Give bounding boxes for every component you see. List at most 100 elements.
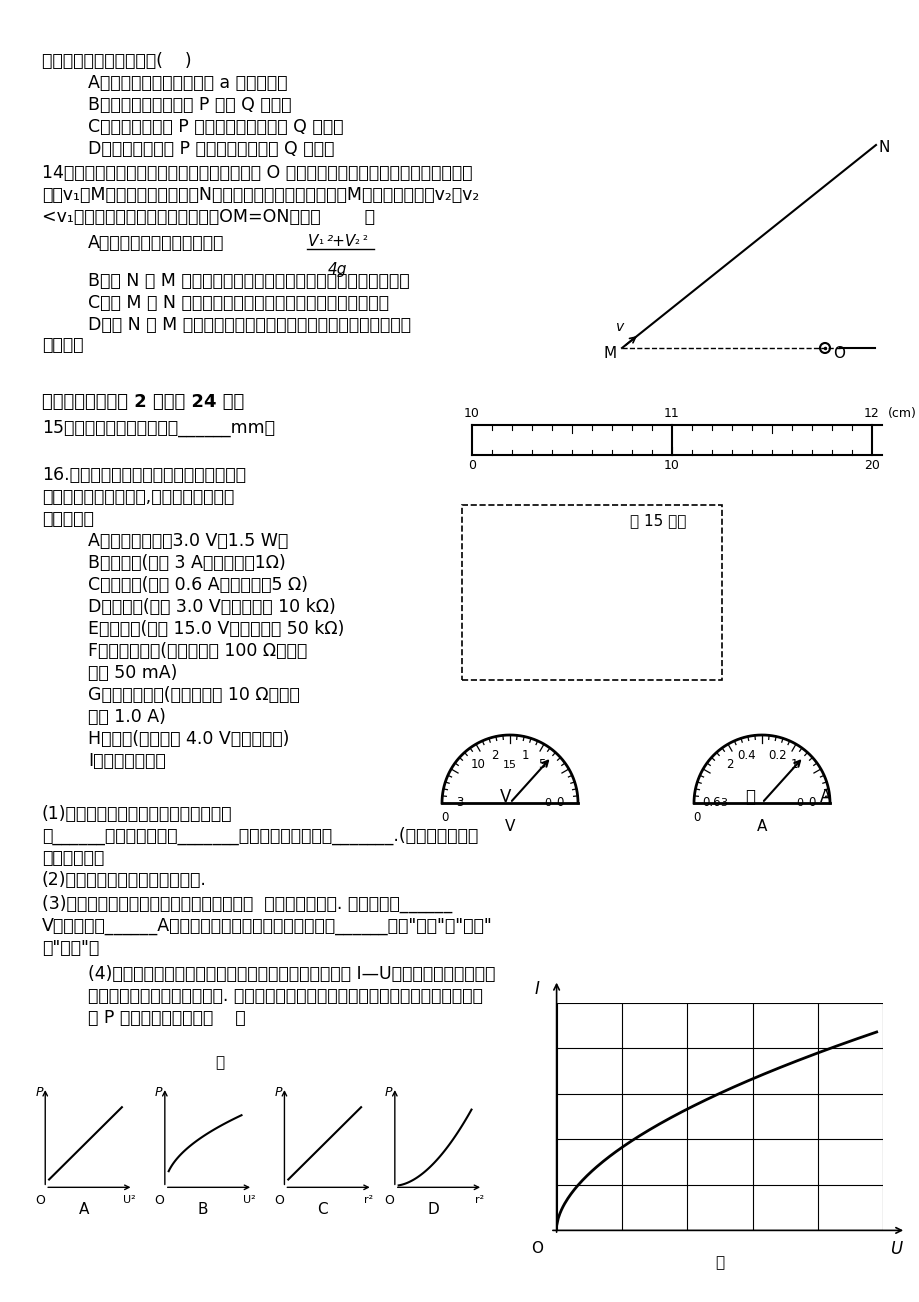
Text: C．电流表(量程 0.6 A，内阻约为5 Ω): C．电流表(量程 0.6 A，内阻约为5 Ω) [88, 575, 308, 594]
Text: O: O [35, 1194, 45, 1207]
Text: 材供选择：: 材供选择： [42, 510, 94, 529]
Text: D: D [426, 1202, 438, 1217]
Text: 0.4: 0.4 [736, 749, 755, 762]
Text: O: O [832, 346, 844, 361]
Text: G．滑动变阻器(最大阻值为 10 Ω，额定: G．滑动变阻器(最大阻值为 10 Ω，额定 [88, 686, 300, 704]
Text: P: P [274, 1086, 282, 1099]
Text: 14、如图所示，粗糙程度均匀的绝缘斜面下方 O 点处有一正点电荷，带负电的小物体以初: 14、如图所示，粗糙程度均匀的绝缘斜面下方 O 点处有一正点电荷，带负电的小物体… [42, 164, 472, 182]
Text: M: M [604, 346, 617, 361]
Text: A．待测小灯泡（3.0 V、1.5 W）: A．待测小灯泡（3.0 V、1.5 W） [88, 533, 288, 549]
Text: 三、填空题（每空 2 分，共 24 分）: 三、填空题（每空 2 分，共 24 分） [42, 393, 244, 411]
Text: 第 15 题图: 第 15 题图 [630, 513, 686, 529]
Text: U²: U² [123, 1195, 136, 1206]
Text: <v₁）。若小物体电荷量保持不变，OM=ON，则（        ）: <v₁）。若小物体电荷量保持不变，OM=ON，则（ ） [42, 208, 375, 227]
Text: V: V [505, 819, 515, 835]
Text: 10: 10 [463, 408, 480, 421]
Text: 1: 1 [789, 758, 797, 771]
Text: 11: 11 [664, 408, 679, 421]
Text: A．小物体上升的最大高度为: A．小物体上升的最大高度为 [88, 234, 224, 253]
Text: 15、图中游标卡尺的读数是______mm。: 15、图中游标卡尺的读数是______mm。 [42, 419, 275, 437]
Text: O: O [274, 1194, 284, 1207]
Text: 2: 2 [725, 758, 732, 771]
Text: 大后减小: 大后减小 [42, 336, 84, 354]
Text: ²+V: ²+V [325, 234, 355, 249]
Text: B: B [198, 1202, 209, 1217]
Text: U: U [890, 1240, 902, 1258]
Text: 0: 0 [441, 811, 448, 824]
Text: 15: 15 [503, 760, 516, 769]
Text: C: C [317, 1202, 328, 1217]
Text: 3: 3 [456, 797, 463, 810]
Text: r²: r² [364, 1195, 373, 1206]
Text: I．电键及导线等: I．电键及导线等 [88, 753, 165, 769]
Text: 0.2: 0.2 [767, 749, 786, 762]
Text: B．带电质点一定是从 P 点向 Q 点运动: B．带电质点一定是从 P 点向 Q 点运动 [88, 96, 291, 115]
Text: P: P [384, 1086, 392, 1099]
Text: 用______；电压表应选用_______；滑动变阻器应选用_______.(只需填器材前面: 用______；电压表应选用_______；滑动变阻器应选用_______.(只… [42, 827, 478, 845]
Text: 2: 2 [490, 749, 498, 762]
Text: 0: 0 [693, 811, 700, 824]
Text: 0: 0 [544, 798, 550, 809]
Text: O: O [530, 1241, 542, 1256]
Text: 4g: 4g [328, 262, 347, 277]
Text: (2)请在虚线框内画出实验电路图.: (2)请在虚线框内画出实验电路图. [42, 871, 207, 889]
Text: A: A [78, 1202, 88, 1217]
Text: 中 P 为小灯泡的功率）（    ）: 中 P 为小灯泡的功率）（ ） [88, 1009, 245, 1027]
Text: P: P [35, 1086, 43, 1099]
Text: B．从 N 到 M 的过程中，小物体的电势能始终不变，机械能减少: B．从 N 到 M 的过程中，小物体的电势能始终不变，机械能减少 [88, 272, 409, 290]
Text: B．电流表(量程 3 A，内阻约为1Ω): B．电流表(量程 3 A，内阻约为1Ω) [88, 553, 286, 572]
Text: 0: 0 [808, 797, 815, 810]
Text: C．带电质点通过 P 点时的加速度比通过 Q 点时小: C．带电质点通过 P 点时的加速度比通过 Q 点时小 [88, 118, 343, 135]
Text: (cm): (cm) [887, 408, 916, 421]
Text: 16.在用电压表和电流表研究小灯泡在不同: 16.在用电压表和电流表研究小灯泡在不同 [42, 466, 245, 484]
Text: P: P [154, 1086, 163, 1099]
Text: 0.6: 0.6 [702, 797, 720, 810]
Text: 5: 5 [538, 758, 545, 771]
Text: O: O [154, 1194, 165, 1207]
Text: I: I [534, 980, 539, 997]
Text: r²: r² [474, 1195, 483, 1206]
Text: 速度v₁从M点沿斜面上滑，到达N点时速度为零，然后下滑回到M点，此时速度为v₂（v₂: 速度v₁从M点沿斜面上滑，到达N点时速度为零，然后下滑回到M点，此时速度为v₂（… [42, 186, 479, 204]
Text: 点．下列说法中正确的是(    ): 点．下列说法中正确的是( ) [42, 52, 191, 70]
Text: 乙: 乙 [715, 1255, 723, 1269]
Text: 10: 10 [470, 758, 485, 771]
Text: E．电压表(量程 15.0 V，内阻约为 50 kΩ): E．电压表(量程 15.0 V，内阻约为 50 kΩ) [88, 620, 344, 638]
Text: 0: 0 [468, 460, 475, 473]
Text: ²: ² [361, 234, 367, 247]
Text: (1)为了使实验完成的更好，电流表应选: (1)为了使实验完成的更好，电流表应选 [42, 805, 233, 823]
Text: D．电压表(量程 3.0 V，内阻约为 10 kΩ): D．电压表(量程 3.0 V，内阻约为 10 kΩ) [88, 598, 335, 616]
Text: A．三个等势面中，等势面 a 的电势最高: A．三个等势面中，等势面 a 的电势最高 [88, 74, 288, 92]
Text: ₂: ₂ [354, 234, 358, 247]
Text: H．电源(电动势为 4.0 V，内阻不计): H．电源(电动势为 4.0 V，内阻不计) [88, 730, 289, 749]
Text: A: A [819, 788, 831, 806]
Text: N: N [878, 141, 890, 155]
Text: 12: 12 [863, 408, 879, 421]
Text: 丙: 丙 [215, 1055, 224, 1070]
Text: C．从 M 到 N 的过程中，电场力对小物体先做正功后做负功: C．从 M 到 N 的过程中，电场力对小物体先做正功后做负功 [88, 294, 389, 312]
Text: U²: U² [243, 1195, 255, 1206]
Text: V，电流值为______A，小灯泡电阻的测量值与真实值相比______（填"偏大"、"偏小": V，电流值为______A，小灯泡电阻的测量值与真实值相比______（填"偏大… [42, 917, 493, 935]
Text: 甲: 甲 [744, 788, 754, 806]
Text: 的字母即可）: 的字母即可） [42, 849, 104, 867]
Text: 电流 1.0 A): 电流 1.0 A) [88, 708, 165, 727]
Bar [461, 505, 721, 680]
Text: (3)某同学在一次测量时，电流表、电压表的  示数如图甲所示. 则电压值为______: (3)某同学在一次测量时，电流表、电压表的 示数如图甲所示. 则电压值为____… [42, 894, 452, 913]
Text: 20: 20 [863, 460, 879, 473]
Text: (4)某实验小组完成实验后利用实验中得到的实验数据在 I—U坐标系中，描绘出如乙: (4)某实验小组完成实验后利用实验中得到的实验数据在 I—U坐标系中，描绘出如乙 [88, 965, 494, 983]
Text: V: V [308, 234, 318, 249]
Text: 3: 3 [720, 798, 727, 809]
Text: 1: 1 [521, 749, 528, 762]
Text: ₁: ₁ [318, 234, 323, 247]
Text: 电压下的功率的实验中,实验室备有下列器: 电压下的功率的实验中,实验室备有下列器 [42, 488, 234, 506]
Text: D．带电质点通过 P 点时的动能比通过 Q 点时小: D．带电质点通过 P 点时的动能比通过 Q 点时小 [88, 141, 334, 158]
Text: 所示的小灯泡的伏安特性曲线. 根据此图给出的信息，可以判断下图丙中正确的是（图: 所示的小灯泡的伏安特性曲线. 根据此图给出的信息，可以判断下图丙中正确的是（图 [88, 987, 482, 1005]
Text: V: V [499, 788, 511, 806]
Text: F．滑动变阻器(最大阻值为 100 Ω，额定: F．滑动变阻器(最大阻值为 100 Ω，额定 [88, 642, 307, 660]
Text: A: A [756, 819, 766, 835]
Text: 或"不变"）: 或"不变"） [42, 939, 99, 957]
Text: D．从 N 到 M 的过程中，小物体受到的摩擦力和电场力均是先增: D．从 N 到 M 的过程中，小物体受到的摩擦力和电场力均是先增 [88, 316, 411, 335]
Text: O: O [384, 1194, 394, 1207]
Text: 电流 50 mA): 电流 50 mA) [88, 664, 177, 682]
Text: 0: 0 [556, 797, 563, 810]
Text: v: v [615, 320, 623, 335]
